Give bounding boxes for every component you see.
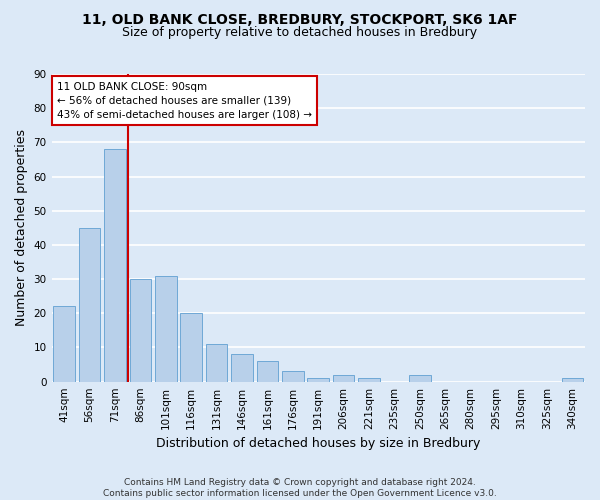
Bar [53,306,75,382]
Bar [206,344,227,382]
Bar [307,378,329,382]
Bar [155,276,176,382]
X-axis label: Distribution of detached houses by size in Bredbury: Distribution of detached houses by size … [156,437,481,450]
Text: Contains HM Land Registry data © Crown copyright and database right 2024.
Contai: Contains HM Land Registry data © Crown c… [103,478,497,498]
Bar [104,149,126,382]
Bar [79,228,100,382]
Bar [257,361,278,382]
Bar [562,378,583,382]
Bar [409,375,431,382]
Bar [333,375,355,382]
Bar [231,354,253,382]
Y-axis label: Number of detached properties: Number of detached properties [15,130,28,326]
Bar [130,279,151,382]
Text: 11, OLD BANK CLOSE, BREDBURY, STOCKPORT, SK6 1AF: 11, OLD BANK CLOSE, BREDBURY, STOCKPORT,… [82,12,518,26]
Bar [358,378,380,382]
Text: Size of property relative to detached houses in Bredbury: Size of property relative to detached ho… [122,26,478,39]
Bar [282,372,304,382]
Bar [181,314,202,382]
Text: 11 OLD BANK CLOSE: 90sqm
← 56% of detached houses are smaller (139)
43% of semi-: 11 OLD BANK CLOSE: 90sqm ← 56% of detach… [57,82,312,120]
